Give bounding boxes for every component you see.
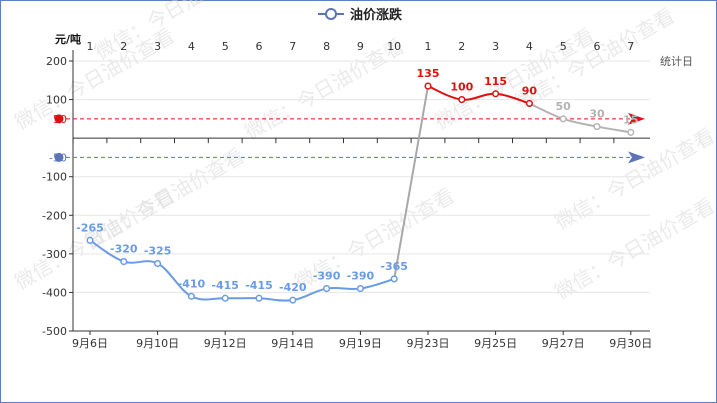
data-label: 100 xyxy=(450,81,473,94)
top-day-label: 10 xyxy=(387,40,401,53)
bottom-date-label: 9月14日 xyxy=(271,337,314,350)
data-point xyxy=(187,292,195,300)
top-day-label: 9 xyxy=(357,40,364,53)
data-label: -365 xyxy=(380,260,408,273)
top-day-label: 2 xyxy=(120,40,127,53)
data-point xyxy=(559,115,567,123)
data-label: -325 xyxy=(144,245,172,258)
top-day-label: 5 xyxy=(222,40,229,53)
bottom-date-label: 9月6日 xyxy=(72,337,108,350)
top-day-label: 6 xyxy=(594,40,601,53)
series-line-positive xyxy=(427,85,530,105)
top-day-label: 7 xyxy=(627,40,634,53)
data-point xyxy=(458,96,466,104)
bottom-date-label: 9月23日 xyxy=(407,337,450,350)
data-point xyxy=(424,82,432,90)
data-point xyxy=(492,90,500,98)
top-day-label: 1 xyxy=(87,40,94,53)
data-label: -420 xyxy=(279,281,307,294)
top-day-label: 2 xyxy=(458,40,465,53)
top-day-label: 4 xyxy=(526,40,533,53)
data-point xyxy=(289,296,297,304)
legend: 油价涨跌 xyxy=(318,7,403,23)
reference-line-arrow xyxy=(628,112,645,125)
data-point xyxy=(154,259,162,268)
y-tick-label: -100 xyxy=(42,171,67,184)
x-axis-name: 统计日 xyxy=(660,55,693,68)
data-label: 30 xyxy=(589,108,605,121)
top-day-label: 1 xyxy=(425,40,432,53)
data-point xyxy=(255,294,263,302)
data-point xyxy=(356,285,364,293)
data-labels: -265 -320 -325 -410 -415 -415 -420 -390 -390 -365… xyxy=(76,67,638,294)
bottom-date-label: 9月27日 xyxy=(542,337,585,350)
reference-line-start-marker xyxy=(54,152,64,162)
bottom-date-label: 9月12日 xyxy=(204,337,247,350)
data-label: 50 xyxy=(556,100,572,113)
series-line-negative xyxy=(89,239,395,302)
legend-label: 油价涨跌 xyxy=(350,7,403,23)
reference-line-arrow xyxy=(628,151,645,164)
data-label: -390 xyxy=(313,270,341,283)
data-label: 15 xyxy=(623,113,638,126)
data-point xyxy=(221,294,229,302)
y-tick-label: 100 xyxy=(46,94,67,107)
series-line-transition xyxy=(393,85,429,280)
series-layer xyxy=(86,82,635,304)
data-label: -415 xyxy=(211,279,239,292)
data-label: 135 xyxy=(417,67,440,80)
watermark-text: 微信：今日油价查看 xyxy=(11,184,179,295)
top-day-label: 3 xyxy=(492,40,499,53)
data-label: -320 xyxy=(110,243,138,256)
data-point xyxy=(390,275,398,283)
top-day-label: 5 xyxy=(560,40,567,53)
top-day-label: 6 xyxy=(256,40,263,53)
legend-marker xyxy=(325,8,337,20)
data-point xyxy=(323,285,331,293)
top-day-label: 7 xyxy=(289,40,296,53)
data-point xyxy=(120,258,128,266)
y-tick-label: -200 xyxy=(42,209,67,222)
top-day-label: 3 xyxy=(154,40,161,53)
bottom-date-label: 9月25日 xyxy=(474,337,517,350)
data-label: 90 xyxy=(522,84,538,97)
data-label: -265 xyxy=(76,221,104,234)
y-tick-label: -500 xyxy=(42,325,67,338)
reference-lines xyxy=(54,112,645,164)
y-tick-label: 200 xyxy=(46,55,67,68)
bottom-date-label: 9月30日 xyxy=(609,337,652,350)
data-label: 115 xyxy=(484,75,507,88)
y-tick-label: -400 xyxy=(42,286,67,299)
data-point xyxy=(86,236,94,244)
data-label: -415 xyxy=(245,279,273,292)
series-line-projected xyxy=(528,102,631,134)
data-point xyxy=(627,128,635,136)
bottom-date-label: 9月19日 xyxy=(339,337,382,350)
data-label: -390 xyxy=(347,270,375,283)
watermark-text: 微信：今日油价查看 xyxy=(91,0,259,64)
data-point xyxy=(525,99,533,107)
reference-line-start-marker xyxy=(54,114,64,124)
data-point xyxy=(593,123,601,131)
y-tick-label: -300 xyxy=(42,248,67,261)
top-day-label: 4 xyxy=(188,40,195,53)
y-unit-label: 元/吨 xyxy=(55,32,81,46)
data-label: -410 xyxy=(178,277,206,290)
top-day-label: 8 xyxy=(323,40,330,53)
bottom-date-label: 9月10日 xyxy=(136,337,179,350)
